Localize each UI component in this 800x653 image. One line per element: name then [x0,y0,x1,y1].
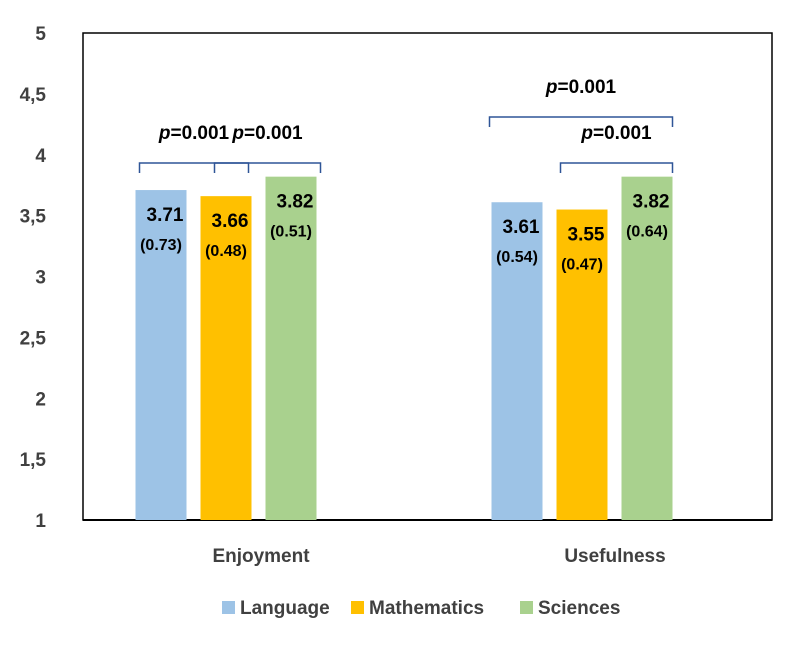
significance-bracket [559,162,674,173]
value-label: 3.55 [568,225,605,246]
sd-label: (0.54) [496,249,538,266]
legend-label: Sciences [538,598,620,619]
y-tick-label: 2 [35,389,46,410]
significance-bracket [138,162,250,173]
sd-label: (0.47) [561,257,603,274]
p-value-label: p=0.001 [580,123,652,144]
significance-bracket [488,116,674,127]
legend-swatch-language [222,601,235,614]
p-letter: p [545,77,558,98]
value-label: 3.71 [147,205,184,226]
p-value-label: p=0.001 [231,123,303,144]
bar-mathematics-enjoyment [200,196,252,520]
y-tick-label: 3,5 [20,207,47,228]
p-value: =0.001 [593,123,652,144]
y-tick-label: 3 [35,268,46,289]
y-tick-label: 4,5 [20,85,47,106]
bar-sciences-enjoyment [265,176,317,521]
significance-bracket [213,162,322,173]
p-value-label: p=0.001 [158,123,230,144]
y-tick-label: 2,5 [20,328,47,349]
y-tick-label: 1 [35,511,46,532]
p-letter: p [158,123,171,144]
bar-language-usefulness [491,202,543,521]
sd-label: (0.51) [270,224,312,241]
p-letter: p [580,123,593,144]
p-value-label: p=0.001 [545,77,617,98]
y-tick-label: 1,5 [20,450,47,471]
y-tick-label: 4 [35,146,46,167]
x-category-label: Enjoyment [212,546,310,567]
value-label: 3.82 [633,192,670,213]
p-value: =0.001 [170,123,229,144]
bar-language-enjoyment [135,190,187,520]
legend-swatch-mathematics [351,601,364,614]
y-tick-label: 5 [35,24,46,45]
sd-label: (0.48) [205,243,247,260]
legend-label: Language [240,598,330,619]
value-label: 3.82 [277,192,314,213]
value-label: 3.66 [212,211,249,232]
bar-mathematics-usefulness [556,209,608,520]
sd-label: (0.64) [626,224,668,241]
p-letter: p [231,123,244,144]
legend-swatch-sciences [520,601,533,614]
sd-label: (0.73) [140,237,182,254]
p-value: =0.001 [244,123,303,144]
x-category-label: Usefulness [564,546,665,567]
bar-sciences-usefulness [621,176,673,521]
p-value: =0.001 [557,77,616,98]
legend-label: Mathematics [369,598,484,619]
value-label: 3.61 [503,217,540,238]
